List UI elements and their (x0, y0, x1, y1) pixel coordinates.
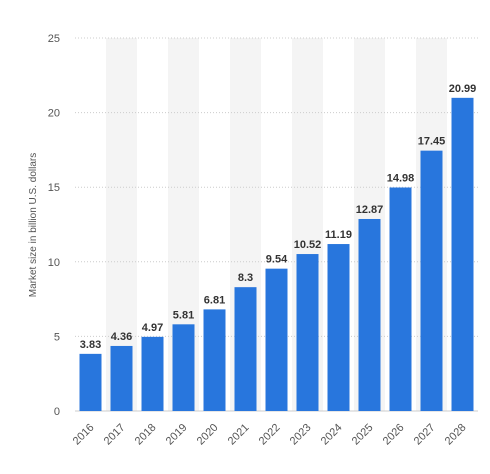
bar[interactable] (296, 254, 319, 411)
y-axis-ticks: 0 5 10 15 20 25 (48, 33, 60, 418)
x-tick-label: 2023 (288, 422, 314, 448)
bar[interactable] (420, 150, 443, 411)
y-tick-label: 15 (48, 182, 60, 194)
x-tick-label: 2016 (71, 422, 97, 448)
data-label: 5.81 (173, 309, 194, 321)
data-label: 12.87 (356, 204, 384, 216)
x-tick-label: 2026 (381, 422, 407, 448)
bar[interactable] (110, 345, 133, 411)
data-label: 10.52 (294, 239, 322, 251)
y-tick-label: 20 (48, 108, 60, 120)
x-tick-label: 2027 (412, 422, 438, 448)
y-tick-label: 0 (54, 406, 60, 418)
bar[interactable] (451, 97, 474, 412)
bar[interactable] (172, 324, 195, 411)
x-tick-label: 2020 (195, 422, 221, 448)
x-axis-ticks: 2016 2017 2018 2019 2020 2021 2022 2023 2024 2025… (71, 422, 469, 448)
data-label: 14.98 (387, 172, 415, 184)
y-tick-label: 5 (54, 331, 60, 343)
x-tick-label: 2017 (102, 422, 128, 448)
bar[interactable] (234, 287, 257, 411)
y-axis-title: Market size in billion U.S. dollars (28, 153, 39, 298)
bar[interactable] (358, 218, 381, 411)
data-label: 4.97 (142, 322, 163, 334)
y-tick-label: 10 (48, 257, 60, 269)
x-tick-label: 2024 (319, 422, 345, 448)
data-label: 17.45 (418, 136, 446, 148)
bars (79, 97, 474, 412)
x-tick-label: 2028 (443, 422, 469, 448)
data-label: 4.36 (111, 331, 132, 343)
data-label: 20.99 (449, 83, 477, 95)
y-tick-label: 25 (48, 33, 60, 45)
bar[interactable] (327, 244, 350, 411)
data-label: 3.83 (80, 339, 101, 351)
bar[interactable] (79, 353, 102, 411)
bar[interactable] (141, 336, 164, 411)
x-tick-label: 2021 (226, 422, 252, 448)
x-tick-label: 2019 (164, 422, 190, 448)
x-tick-label: 2022 (257, 422, 283, 448)
bar[interactable] (265, 268, 288, 411)
data-label: 11.19 (325, 229, 352, 241)
bar[interactable] (389, 187, 412, 411)
data-label: 8.3 (238, 272, 253, 284)
x-tick-label: 2018 (133, 422, 159, 448)
data-label: 6.81 (204, 294, 225, 306)
bar[interactable] (203, 309, 226, 411)
data-label: 9.54 (266, 254, 288, 266)
x-tick-label: 2025 (350, 422, 376, 448)
